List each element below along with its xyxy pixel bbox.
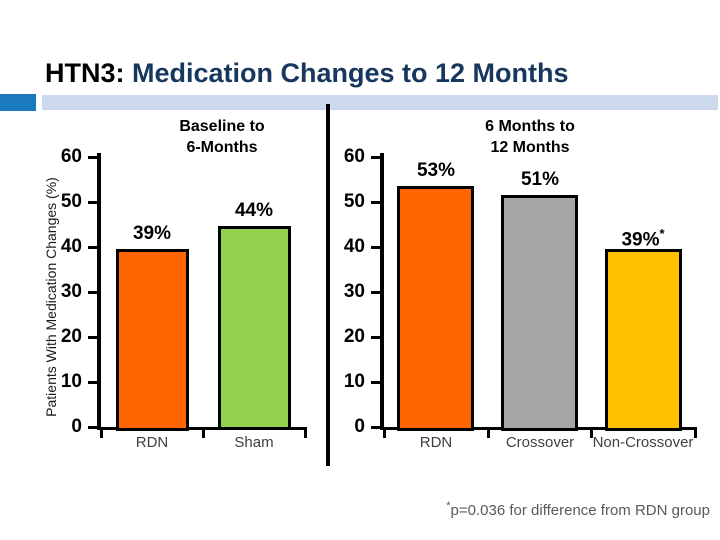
bar-rdn: [116, 249, 189, 431]
category-label: RDN: [419, 434, 453, 451]
panel-title-line: 12 Months: [490, 139, 570, 156]
slide-title-prefix: HTN3:: [45, 58, 125, 88]
y-axis-tick: [371, 381, 380, 384]
y-axis-tick: [88, 381, 97, 384]
footnote-asterisk: *: [446, 500, 451, 512]
bar-non-crossover: [605, 249, 682, 431]
accent-band: [42, 95, 718, 110]
x-axis-tick: [383, 427, 386, 438]
y-axis-tick: [88, 291, 97, 294]
x-axis-line: [380, 427, 695, 430]
bar-sham: [218, 226, 291, 430]
y-axis-tick: [371, 156, 380, 159]
x-axis-tick: [100, 427, 103, 438]
bar-value-label: 44%: [234, 200, 274, 221]
y-axis-tick: [371, 426, 380, 429]
y-axis-tick: [88, 246, 97, 249]
y-axis-tick: [371, 291, 380, 294]
y-axis-tick: [88, 336, 97, 339]
y-axis-tick: [371, 246, 380, 249]
y-axis-line: [97, 153, 101, 430]
panel-title-line: 6-Months: [186, 139, 258, 156]
x-axis-tick: [590, 427, 593, 438]
y-axis-tick: [371, 336, 380, 339]
accent-square: [0, 94, 36, 111]
y-axis-tick: [88, 201, 97, 204]
x-axis-line: [97, 427, 305, 430]
x-axis-tick: [202, 427, 205, 438]
slide-title-text: Medication Changes to 12 Months: [124, 58, 569, 88]
bar-value-label: 39%*: [621, 226, 665, 251]
panel-title: 6 Months to 12 Months: [410, 116, 650, 158]
bar-crossover: [501, 195, 578, 431]
slide-title: HTN3: Medication Changes to 12 Months: [45, 58, 569, 89]
category-label: Sham: [234, 434, 274, 451]
bar-value-label: 53%: [416, 160, 456, 181]
footnote: *p=0.036 for difference from RDN group: [446, 500, 710, 519]
panel-title: Baseline to 6-Months: [102, 116, 342, 158]
value-label-asterisk: *: [659, 226, 665, 241]
x-axis-tick: [304, 427, 307, 438]
y-axis-title: Patients With Medication Changes (%): [43, 177, 59, 417]
category-label: Crossover: [505, 434, 575, 451]
panel-title-line: Baseline to: [179, 118, 265, 135]
footnote-text: p=0.036 for difference from RDN group: [450, 502, 710, 519]
bar-value-label: 51%: [520, 169, 560, 190]
bar-value-label: 39%: [132, 223, 172, 244]
bar-rdn: [397, 186, 474, 431]
x-axis-tick: [694, 427, 697, 438]
category-label: RDN: [135, 434, 169, 451]
y-axis-tick: [88, 426, 97, 429]
y-axis-tick: [371, 201, 380, 204]
y-axis-line: [380, 153, 384, 430]
category-label: Non-Crossover: [592, 434, 694, 451]
panel-divider: [326, 104, 330, 466]
x-axis-tick: [487, 427, 490, 438]
y-axis-tick: [88, 156, 97, 159]
panel-title-line: 6 Months to: [485, 118, 575, 135]
